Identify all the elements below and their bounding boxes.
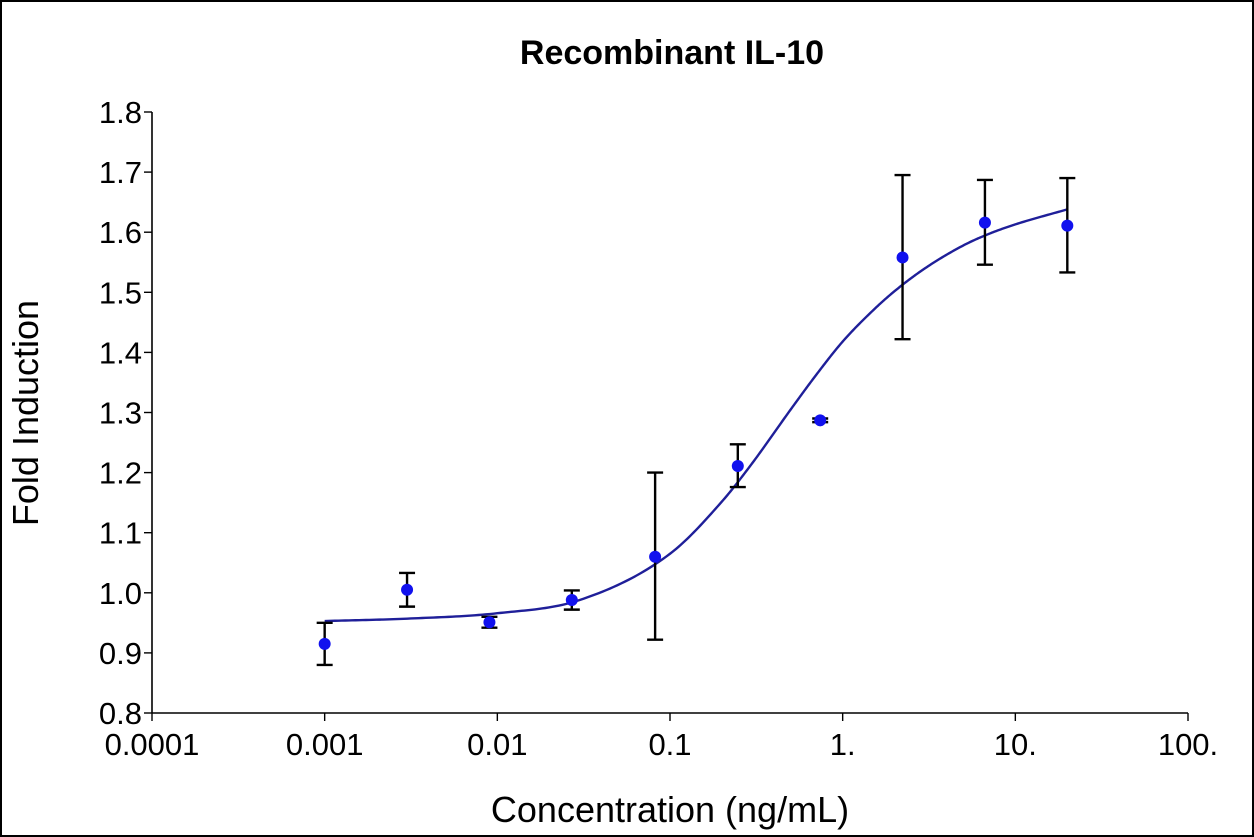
data-point bbox=[565, 594, 578, 607]
axes: 0.8 0.9 1.0 1.1 1.2 1.3 1.4 1.5 1.6 1.7 1.8 0.0001 0… bbox=[99, 95, 1218, 762]
y-tick-label: 1.2 bbox=[99, 456, 142, 491]
x-tick-label: 1. bbox=[830, 727, 856, 762]
chart-title: Recombinant IL-10 bbox=[520, 34, 824, 72]
data-point bbox=[731, 459, 744, 472]
x-tick-label: 100. bbox=[1158, 727, 1218, 762]
data-point-group bbox=[1059, 176, 1076, 274]
data-points-layer bbox=[316, 173, 1076, 667]
data-point-group bbox=[729, 443, 746, 489]
data-point bbox=[1061, 219, 1074, 232]
fit-curve bbox=[324, 208, 1068, 623]
data-point-group bbox=[316, 621, 333, 667]
x-tick-label: 0.1 bbox=[648, 727, 691, 762]
y-tick-label: 0.9 bbox=[99, 636, 142, 671]
y-tick-label: 1.6 bbox=[99, 215, 142, 250]
data-point bbox=[401, 583, 414, 596]
x-axis-label: Concentration (ng/mL) bbox=[491, 789, 849, 830]
y-tick-label: 1.7 bbox=[99, 155, 142, 190]
data-point-group bbox=[812, 414, 829, 427]
y-tick-label: 0.8 bbox=[99, 696, 142, 731]
y-tick-label: 1.3 bbox=[99, 396, 142, 431]
y-tick-label: 1.5 bbox=[99, 275, 142, 310]
y-axis-label: Fold Induction bbox=[5, 300, 46, 526]
data-point-group bbox=[399, 571, 416, 608]
data-point-group bbox=[481, 615, 498, 629]
data-point bbox=[978, 216, 991, 229]
x-tick-label: 0.01 bbox=[467, 727, 527, 762]
fit-curve-layer bbox=[324, 208, 1068, 623]
y-tick-label: 1.0 bbox=[99, 576, 142, 611]
data-point-group bbox=[647, 471, 664, 641]
data-point bbox=[483, 616, 496, 629]
y-tick-label: 1.4 bbox=[99, 335, 142, 370]
x-tick-label: 10. bbox=[994, 727, 1037, 762]
y-tick-label: 1.1 bbox=[99, 516, 142, 551]
data-point-group bbox=[894, 173, 911, 341]
data-point bbox=[318, 637, 331, 650]
data-point-group bbox=[976, 178, 993, 266]
data-point bbox=[896, 251, 909, 264]
x-tick-label: 0.001 bbox=[286, 727, 364, 762]
x-tick-label: 0.0001 bbox=[105, 727, 200, 762]
data-point bbox=[814, 414, 827, 427]
data-point bbox=[649, 550, 662, 563]
data-point-group bbox=[563, 589, 580, 611]
y-tick-label: 1.8 bbox=[99, 95, 142, 130]
